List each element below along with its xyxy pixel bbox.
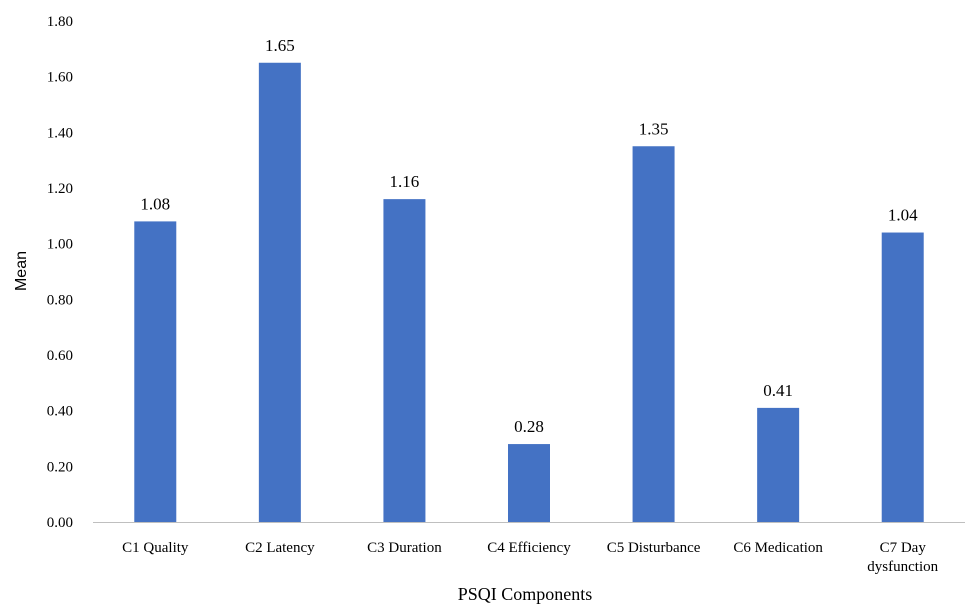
y-tick-label: 0.40: [47, 404, 73, 420]
data-label: 1.04: [888, 206, 918, 225]
data-label: 1.35: [639, 119, 669, 138]
x-axis-title: PSQI Components: [458, 584, 593, 604]
y-tick-label: 0.80: [47, 292, 73, 308]
y-tick-label: 1.40: [47, 125, 73, 141]
bars: [134, 62, 924, 523]
bar: [508, 444, 550, 522]
x-axis-categories: C1 Quality C2 Latency C3 Duration C4 Effici…: [122, 540, 938, 575]
y-axis-title: Mean: [13, 251, 30, 291]
data-label: 1.65: [265, 36, 295, 55]
x-category-label: C2 Latency: [245, 540, 315, 556]
bar: [881, 232, 924, 523]
data-label: 0.41: [763, 381, 793, 400]
bar: [134, 221, 177, 522]
y-tick-label: 1.80: [47, 14, 73, 30]
y-tick-label: 0.60: [47, 348, 73, 364]
y-tick-label: 1.60: [47, 70, 73, 86]
y-tick-label: 0.00: [47, 515, 73, 531]
bar: [383, 199, 426, 522]
bar: [632, 146, 675, 522]
x-category-label: C1 Quality: [122, 540, 189, 556]
bar: [757, 407, 800, 522]
x-category-label: C5 Disturbance: [607, 540, 701, 556]
data-label: 0.28: [514, 417, 544, 436]
data-label: 1.16: [390, 172, 420, 191]
y-tick-label: 0.20: [47, 459, 73, 475]
y-axis-ticks: 0.00 0.20 0.40 0.60 0.80 1.00 1.20 1.40 1.60 1.80: [47, 14, 73, 531]
data-labels: 1.08 1.65 1.16 0.28 1.35 0.41 1.04: [140, 36, 918, 436]
y-tick-label: 1.20: [47, 181, 73, 197]
y-tick-label: 1.00: [47, 237, 73, 253]
data-label: 1.08: [140, 194, 170, 213]
x-category-label: C3 Duration: [367, 540, 442, 556]
x-category-label: C6 Medication: [733, 540, 823, 556]
x-category-label: C4 Efficiency: [487, 540, 571, 556]
x-category-label: C7 Day dysfunction: [867, 540, 938, 575]
bar: [258, 62, 301, 522]
